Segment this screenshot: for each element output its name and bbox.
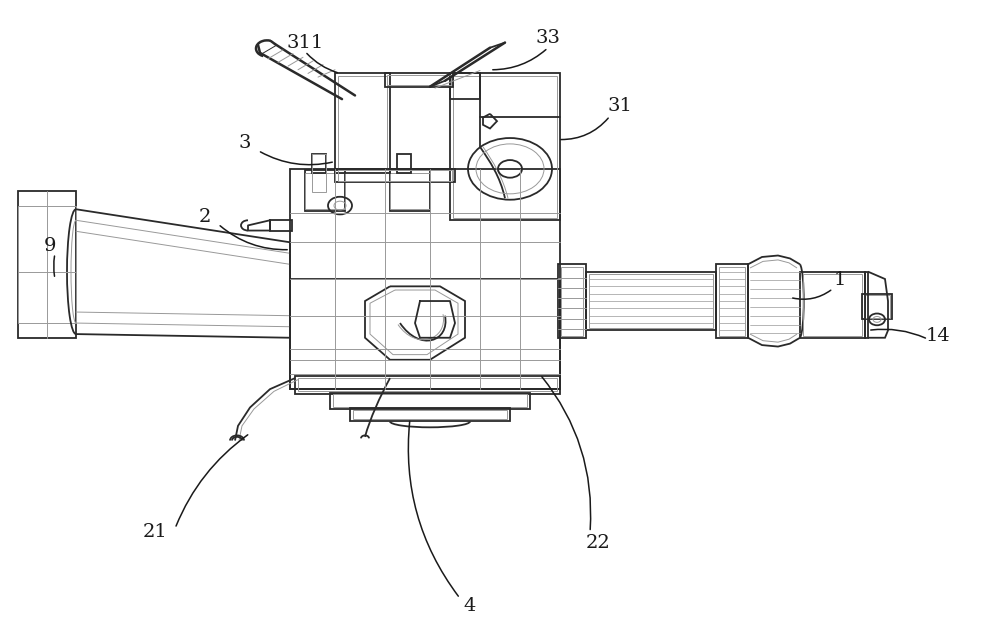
Bar	[295, 376, 560, 394]
Bar	[18, 191, 76, 338]
Bar	[290, 279, 560, 389]
Bar	[305, 172, 345, 209]
Bar	[719, 266, 745, 335]
Bar	[335, 169, 455, 182]
Bar	[450, 73, 480, 99]
Bar	[397, 154, 411, 172]
Bar	[338, 76, 387, 170]
Text: 21: 21	[143, 523, 167, 541]
Bar	[390, 172, 430, 209]
Text: 311: 311	[286, 34, 324, 52]
Bar	[353, 410, 507, 419]
Bar	[800, 272, 865, 338]
Bar	[862, 294, 892, 319]
Bar	[716, 264, 748, 338]
Text: 31: 31	[608, 98, 632, 116]
Bar	[330, 393, 530, 409]
Text: 9: 9	[44, 237, 56, 255]
Bar	[270, 220, 292, 231]
Bar	[312, 154, 326, 172]
Text: 4: 4	[464, 596, 476, 615]
Bar	[335, 73, 390, 172]
Bar	[864, 295, 890, 318]
Bar	[558, 264, 586, 338]
Bar	[338, 170, 452, 180]
Bar	[312, 154, 326, 192]
Bar	[387, 75, 451, 85]
Bar	[18, 206, 76, 323]
Bar	[865, 272, 868, 338]
Text: 22: 22	[586, 534, 610, 552]
Bar	[450, 73, 560, 220]
Bar	[385, 73, 453, 86]
Text: 1: 1	[834, 271, 846, 289]
Bar	[586, 272, 716, 330]
Text: 33: 33	[536, 29, 560, 47]
Bar	[290, 169, 560, 389]
Bar	[298, 378, 557, 391]
Bar	[305, 170, 345, 211]
Bar	[561, 266, 583, 335]
Bar	[589, 274, 713, 328]
Bar	[453, 76, 557, 218]
Bar	[350, 408, 510, 422]
Bar	[803, 274, 862, 335]
Text: 2: 2	[199, 208, 211, 226]
Bar	[333, 394, 527, 407]
Bar	[390, 170, 430, 211]
Text: 3: 3	[239, 134, 251, 152]
Text: 14: 14	[926, 327, 950, 345]
